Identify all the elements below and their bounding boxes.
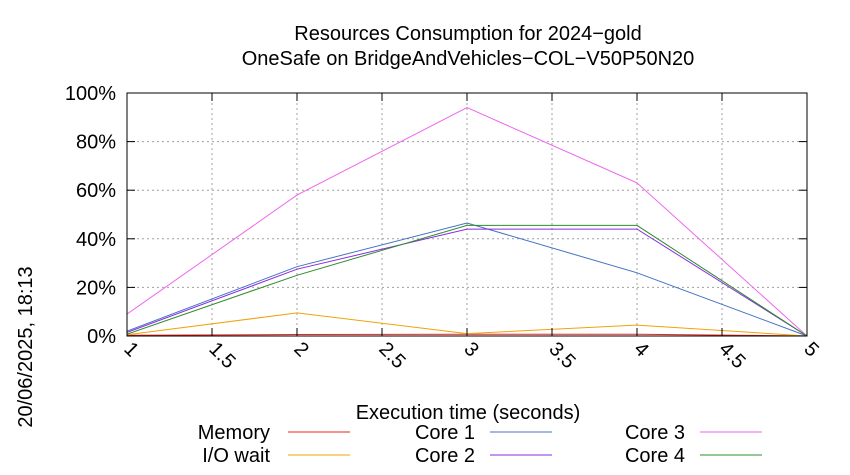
legend-label-memory: Memory: [198, 422, 270, 444]
y-tick-label: 40%: [76, 229, 116, 251]
series-line-core-4: [126, 224, 808, 337]
x-tick-label: 2.5: [374, 338, 409, 373]
chart-title-line-2: OneSafe on BridgeAndVehicles−COL−V50P50N…: [242, 48, 695, 70]
series-line-core-1: [126, 222, 808, 337]
axis-ticks: 0% 20% 40% 60% 80% 100% 1 1.5 2 2.5 3 3.5 4 4.5 5: [65, 83, 823, 373]
y-tick-label: 20%: [76, 277, 116, 299]
x-tick-label: 1: [119, 338, 142, 361]
x-tick-label: 3.5: [544, 338, 579, 373]
x-tick-label: 3: [459, 338, 482, 361]
legend-label-core-1: Core 1: [415, 422, 475, 444]
y-tick-label: 100%: [65, 83, 116, 105]
legend-label-core-4: Core 4: [625, 445, 685, 467]
legend-label-core-2: Core 2: [415, 445, 475, 467]
x-tick-label: 5: [799, 338, 822, 361]
x-tick-label: 2: [289, 338, 312, 361]
x-tick-label: 4.5: [714, 338, 749, 373]
x-tick-label: 4: [629, 338, 652, 361]
x-tick-label: 1.5: [204, 338, 239, 373]
y-tick-label: 0%: [87, 326, 116, 348]
grid: [127, 93, 807, 336]
series-line-core-3: [126, 107, 808, 337]
legend-label-i-o-wait: I/O wait: [202, 445, 270, 467]
chart-title-line-1: Resources Consumption for 2024−gold: [294, 23, 641, 45]
x-axis-label: Execution time (seconds): [356, 402, 581, 424]
series-line-core-2: [126, 228, 808, 337]
timestamp-label: 20/06/2025, 18:13: [15, 266, 37, 427]
y-tick-label: 60%: [76, 180, 116, 202]
legend-label-core-3: Core 3: [625, 422, 685, 444]
y-tick-label: 80%: [76, 132, 116, 154]
